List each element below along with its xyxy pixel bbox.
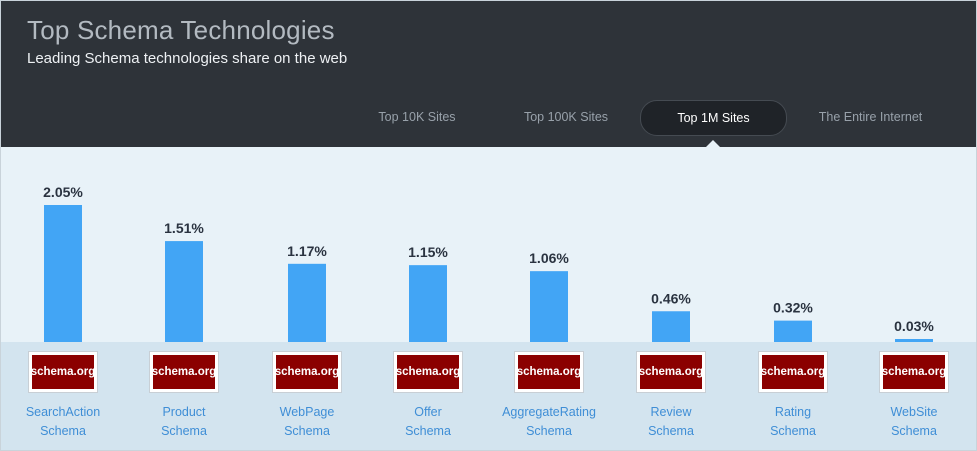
bar-7[interactable] (895, 339, 933, 342)
category-label-line: Offer (414, 405, 442, 419)
schema-logo-text: schema.org (517, 355, 581, 389)
category-link-1[interactable]: Product Schema (124, 403, 244, 441)
tab-top-10k[interactable]: Top 10K Sites (378, 110, 456, 124)
schema-logo-0[interactable]: schema.org (28, 351, 98, 393)
category-label-line: Schema (648, 424, 694, 438)
category-label-line: Schema (284, 424, 330, 438)
category-label-line: Rating (774, 405, 812, 419)
schema-logo-text: schema.org (639, 355, 703, 389)
bar-value-label-5: 0.46% (651, 290, 691, 306)
category-label-line: Schema (40, 424, 86, 438)
bar-value-label-4: 1.06% (529, 250, 569, 266)
category-label-line: Schema (526, 424, 572, 438)
schema-logo-1[interactable]: schema.org (149, 351, 219, 393)
category-label-line: Schema (770, 424, 816, 438)
tab-top-100k[interactable]: Top 100K Sites (523, 110, 609, 124)
bar-value-label-0: 2.05% (43, 184, 83, 200)
schema-logo-text: schema.org (275, 355, 339, 389)
page-title: Top Schema Technologies (27, 15, 335, 45)
category-link-3[interactable]: Offer Schema (368, 403, 488, 441)
category-label-line: Schema (891, 424, 937, 438)
schema-logo-2[interactable]: schema.org (272, 351, 342, 393)
header: Top Schema Technologies Leading Schema t… (1, 1, 976, 147)
schema-logo-5[interactable]: schema.org (636, 351, 706, 393)
bar-6[interactable] (774, 320, 812, 342)
category-link-0[interactable]: SearchAction Schema (3, 403, 123, 441)
schema-logo-text: schema.org (761, 355, 825, 389)
bar-chart: 2.05% 1.51% 1.17% 1.15% 1.06% 0.46% 0.32% 0.03% (43, 184, 934, 342)
bar-value-label-3: 1.15% (408, 244, 448, 260)
category-link-6[interactable]: Rating Schema (733, 403, 853, 441)
tab-bar: Top 10K Sites Top 100K Sites Top 1M Site… (1, 100, 976, 136)
category-label-line: WebSite (890, 405, 938, 419)
category-label-line: SearchAction (25, 405, 101, 419)
bar-value-label-2: 1.17% (287, 243, 327, 259)
plot-area (1, 147, 976, 342)
schema-logo-text: schema.org (152, 355, 216, 389)
schema-logo-text: schema.org (396, 355, 460, 389)
schema-logo-text: schema.org (882, 355, 946, 389)
bar-value-label-6: 0.32% (773, 300, 813, 316)
bar-value-label-1: 1.51% (164, 220, 204, 236)
bar-1[interactable] (165, 241, 203, 342)
bar-value-label-7: 0.03% (894, 318, 934, 334)
category-link-2[interactable]: WebPage Schema (247, 403, 367, 441)
tab-top-1m[interactable]: Top 1M Sites (640, 100, 787, 136)
category-link-5[interactable]: Review Schema (611, 403, 731, 441)
active-tab-pointer (706, 140, 720, 147)
category-label-line: Schema (161, 424, 207, 438)
category-label-line: Product (162, 405, 206, 419)
page-subtitle: Leading Schema technologies share on the… (27, 50, 348, 67)
bar-5[interactable] (652, 311, 690, 342)
schema-logo-7[interactable]: schema.org (879, 351, 949, 393)
category-link-7[interactable]: WebSite Schema (854, 403, 974, 441)
category-label-line: WebPage (279, 405, 335, 419)
bar-4[interactable] (530, 271, 568, 342)
schema-logo-6[interactable]: schema.org (758, 351, 828, 393)
category-label-line: Review (650, 405, 692, 419)
schema-logo-4[interactable]: schema.org (514, 351, 584, 393)
category-link-4[interactable]: AggregateRating Schema (489, 403, 609, 441)
schema-logo-3[interactable]: schema.org (393, 351, 463, 393)
tab-entire-internet[interactable]: The Entire Internet (818, 110, 923, 124)
bar-0[interactable] (44, 205, 82, 342)
schema-logo-text: schema.org (31, 355, 95, 389)
bar-3[interactable] (409, 265, 447, 342)
bar-2[interactable] (288, 263, 326, 342)
category-label-line: AggregateRating (502, 405, 596, 419)
category-label-line: Schema (405, 424, 451, 438)
